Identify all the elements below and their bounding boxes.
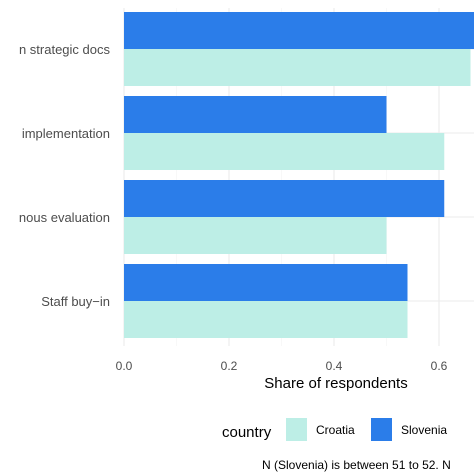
legend-swatch-croatia (286, 418, 307, 441)
bar-slovenia-1 (124, 96, 387, 133)
y-tick-label-3: Staff buy−in (41, 294, 110, 309)
y-axis-tick-labels: n strategic docs implementation nous eval… (19, 42, 111, 309)
x-tick-label-3: 0.6 (431, 359, 448, 373)
legend: country Croatia Slovenia (222, 418, 447, 441)
x-axis-title: Share of respondents (264, 375, 407, 392)
legend-swatch-slovenia (371, 418, 392, 441)
x-tick-label-2: 0.4 (326, 359, 343, 373)
bar-croatia-0 (124, 49, 471, 86)
x-axis-tick-labels: 0.0 0.2 0.4 0.6 (116, 359, 448, 373)
bar-slovenia-0 (124, 12, 474, 49)
legend-label-croatia: Croatia (316, 423, 355, 437)
bar-slovenia-3 (124, 264, 408, 301)
caption: N (Slovenia) is between 51 to 52. N (262, 458, 451, 472)
y-tick-label-1: implementation (22, 126, 110, 141)
legend-title: country (222, 424, 272, 441)
x-tick-label-0: 0.0 (116, 359, 133, 373)
y-tick-label-0: n strategic docs (19, 42, 111, 57)
bar-croatia-1 (124, 133, 445, 170)
bar-slovenia-2 (124, 180, 445, 217)
bar-croatia-2 (124, 217, 387, 254)
y-tick-label-2: nous evaluation (19, 210, 110, 225)
legend-label-slovenia: Slovenia (401, 423, 447, 437)
x-tick-label-1: 0.2 (221, 359, 238, 373)
bars (124, 12, 474, 338)
bar-croatia-3 (124, 301, 408, 338)
